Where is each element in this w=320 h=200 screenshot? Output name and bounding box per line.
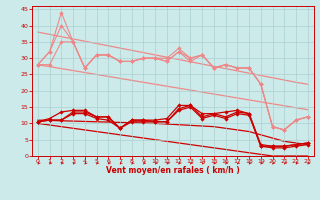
- X-axis label: Vent moyen/en rafales ( km/h ): Vent moyen/en rafales ( km/h ): [106, 166, 240, 175]
